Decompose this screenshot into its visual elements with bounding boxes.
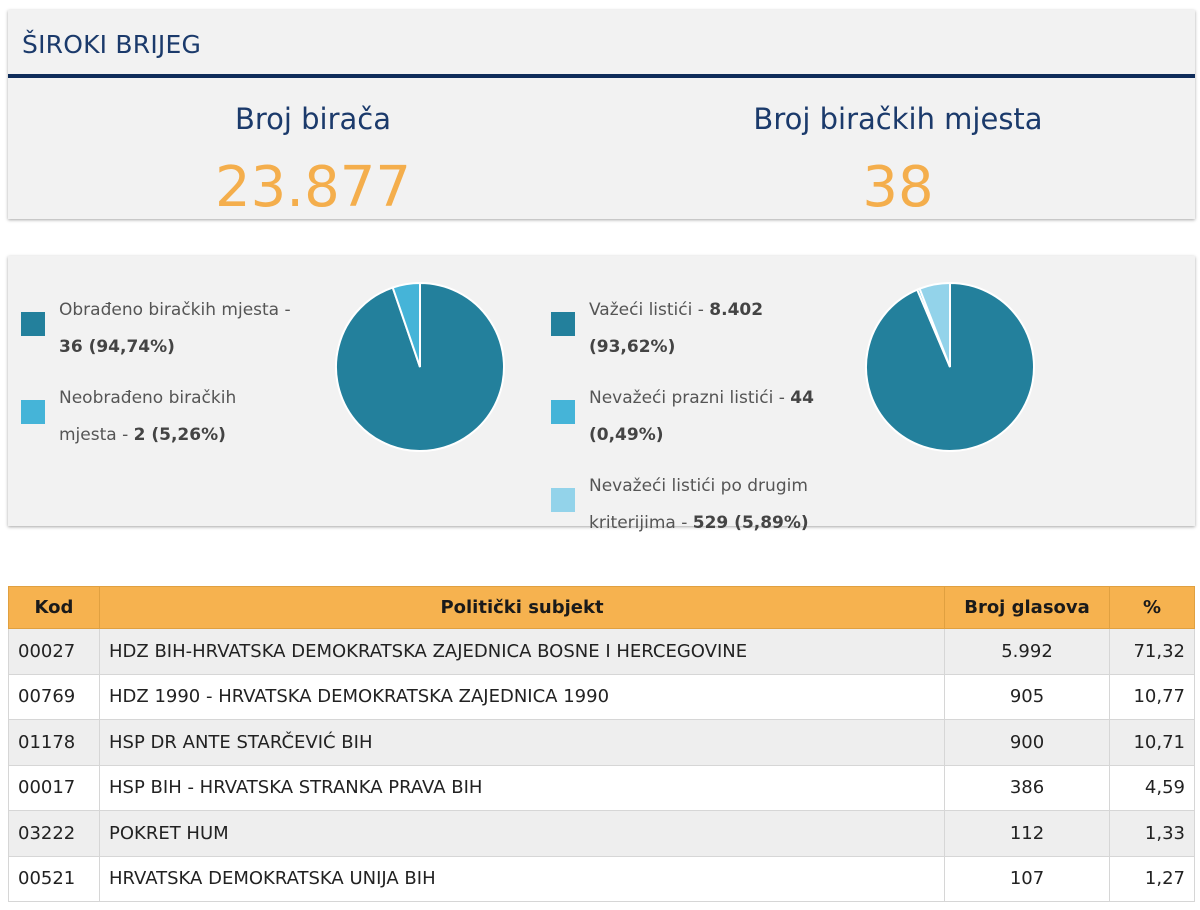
legend-swatch-valid bbox=[551, 312, 575, 336]
party-name: HSP BIH - HRVATSKA STRANKA PRAVA BIH bbox=[99, 764, 945, 811]
legend-item-unprocessed: Neobrađeno biračkih mjesta - 2 (5,26%) bbox=[21, 380, 291, 454]
legend-item-valid: Važeći listići - 8.402 (93,62%) bbox=[551, 292, 819, 366]
legend-swatch-unprocessed bbox=[21, 400, 45, 424]
party-code: 00521 bbox=[8, 855, 100, 902]
party-name: HRVATSKA DEMOKRATSKA UNIJA BIH bbox=[99, 855, 945, 902]
table-row: 00027 HDZ BIH-HRVATSKA DEMOKRATSKA ZAJED… bbox=[8, 628, 1195, 675]
party-name: HSP DR ANTE STARČEVIĆ BIH bbox=[99, 719, 945, 766]
party-percent: 1,27 bbox=[1109, 855, 1195, 902]
legend-value-invalid-other: 529 (5,89%) bbox=[692, 513, 809, 533]
legend-swatch-processed bbox=[21, 312, 45, 336]
legend-label-unprocessed: Neobrađeno biračkih mjesta - bbox=[59, 388, 237, 445]
party-votes: 107 bbox=[944, 855, 1110, 902]
table-header-row: Kod Politički subjekt Broj glasova % bbox=[8, 586, 1195, 629]
party-percent: 10,77 bbox=[1109, 673, 1195, 720]
legend-label-processed: Obrađeno biračkih mjesta - bbox=[59, 300, 291, 320]
column-header-code: Kod bbox=[8, 586, 100, 629]
legend-swatch-invalid-other bbox=[551, 488, 575, 512]
municipality-header-card: ŠIROKI BRIJEG Broj birača 23.877 Broj bi… bbox=[8, 10, 1195, 220]
party-code: 00027 bbox=[8, 628, 100, 675]
party-name: POKRET HUM bbox=[99, 810, 945, 857]
legend-label-valid: Važeći listići - bbox=[589, 300, 710, 320]
column-header-party: Politički subjekt bbox=[99, 586, 945, 629]
ballots-pie-chart bbox=[865, 282, 1035, 452]
legend-label-invalid-other: Nevažeći listići po drugim kriterijima - bbox=[589, 476, 808, 533]
party-votes: 900 bbox=[944, 719, 1110, 766]
table-row: 01178 HSP DR ANTE STARČEVIĆ BIH 900 10,7… bbox=[8, 719, 1195, 766]
party-name: HDZ BIH-HRVATSKA DEMOKRATSKA ZAJEDNICA B… bbox=[99, 628, 945, 675]
stations-pie-slice-2 bbox=[391, 282, 421, 368]
results-table: Kod Politički subjekt Broj glasova % 000… bbox=[8, 586, 1195, 902]
stations-pie-chart bbox=[335, 282, 505, 452]
party-votes: 5.992 bbox=[944, 628, 1110, 675]
title-bar: ŠIROKI BRIJEG bbox=[8, 10, 1195, 78]
voters-label: Broj birača bbox=[234, 102, 392, 136]
party-percent: 4,59 bbox=[1109, 764, 1195, 811]
table-row: 00521 HRVATSKA DEMOKRATSKA UNIJA BIH 107… bbox=[8, 855, 1195, 902]
legend-item-invalid-empty: Nevažeći prazni listići - 44 (0,49%) bbox=[551, 380, 819, 454]
party-votes: 905 bbox=[944, 673, 1110, 720]
stations-legend: Obrađeno biračkih mjesta - 36 (94,74%) N… bbox=[21, 292, 291, 468]
party-code: 00017 bbox=[8, 764, 100, 811]
party-name: HDZ 1990 - HRVATSKA DEMOKRATSKA ZAJEDNIC… bbox=[99, 673, 945, 720]
table-row: 03222 POKRET HUM 112 1,33 bbox=[8, 810, 1195, 857]
legend-item-processed: Obrađeno biračkih mjesta - 36 (94,74%) bbox=[21, 292, 291, 366]
table-row: 00769 HDZ 1990 - HRVATSKA DEMOKRATSKA ZA… bbox=[8, 673, 1195, 720]
column-header-percent: % bbox=[1109, 586, 1195, 629]
legend-value-unprocessed: 2 (5,26%) bbox=[133, 425, 226, 445]
legend-item-invalid-other: Nevažeći listići po drugim kriterijima -… bbox=[551, 468, 819, 542]
legend-value-invalid-empty: 44 (0,49%) bbox=[589, 388, 814, 445]
table-row: 00017 HSP BIH - HRVATSKA STRANKA PRAVA B… bbox=[8, 764, 1195, 811]
party-code: 00769 bbox=[8, 673, 100, 720]
legend-value-valid: 8.402 (93,62%) bbox=[589, 300, 764, 357]
party-percent: 71,32 bbox=[1109, 628, 1195, 675]
party-votes: 112 bbox=[944, 810, 1110, 857]
legend-label-invalid-empty: Nevažeći prazni listići - bbox=[589, 388, 791, 408]
party-code: 01178 bbox=[8, 719, 100, 766]
ballots-legend: Važeći listići - 8.402 (93,62%) Nevažeći… bbox=[551, 292, 819, 556]
party-code: 03222 bbox=[8, 810, 100, 857]
ballots-pie-slice-3 bbox=[918, 282, 951, 368]
polling-stations-value: 38 bbox=[862, 155, 934, 220]
pie-charts-card: Obrađeno biračkih mjesta - 36 (94,74%) N… bbox=[8, 256, 1195, 533]
party-percent: 10,71 bbox=[1109, 719, 1195, 766]
column-header-votes: Broj glasova bbox=[944, 586, 1110, 629]
party-votes: 386 bbox=[944, 764, 1110, 811]
polling-stations-label: Broj biračkih mjesta bbox=[753, 102, 1043, 136]
party-percent: 1,33 bbox=[1109, 810, 1195, 857]
legend-value-processed: 36 (94,74%) bbox=[59, 337, 175, 357]
voters-value: 23.877 bbox=[215, 155, 411, 220]
legend-swatch-invalid-empty bbox=[551, 400, 575, 424]
municipality-title: ŠIROKI BRIJEG bbox=[22, 30, 202, 59]
